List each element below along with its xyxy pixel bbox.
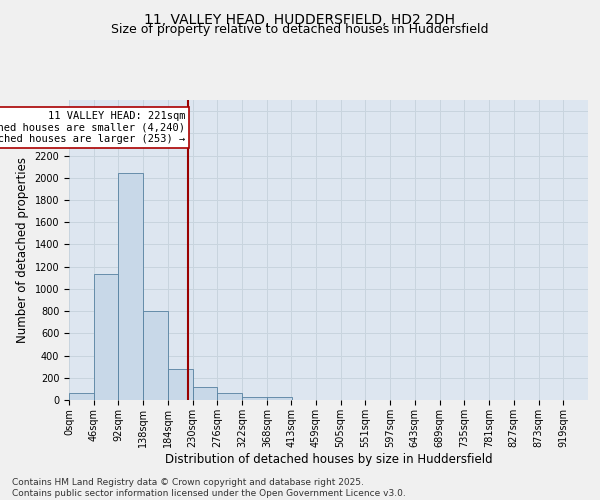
Bar bbox=[217, 393, 242, 400]
Bar bbox=[94, 274, 118, 400]
Text: Size of property relative to detached houses in Huddersfield: Size of property relative to detached ho… bbox=[111, 22, 489, 36]
X-axis label: Distribution of detached houses by size in Huddersfield: Distribution of detached houses by size … bbox=[164, 452, 493, 466]
Y-axis label: Number of detached properties: Number of detached properties bbox=[16, 157, 29, 343]
Text: 11 VALLEY HEAD: 221sqm
← 94% of detached houses are smaller (4,240)
6% of semi-d: 11 VALLEY HEAD: 221sqm ← 94% of detached… bbox=[0, 111, 185, 144]
Bar bbox=[193, 386, 217, 400]
Bar bbox=[242, 396, 267, 400]
Bar bbox=[69, 394, 94, 400]
Bar bbox=[118, 174, 143, 400]
Bar bbox=[143, 311, 168, 400]
Bar bbox=[267, 397, 292, 400]
Text: 11, VALLEY HEAD, HUDDERSFIELD, HD2 2DH: 11, VALLEY HEAD, HUDDERSFIELD, HD2 2DH bbox=[145, 12, 455, 26]
Bar bbox=[168, 369, 193, 400]
Text: Contains HM Land Registry data © Crown copyright and database right 2025.
Contai: Contains HM Land Registry data © Crown c… bbox=[12, 478, 406, 498]
